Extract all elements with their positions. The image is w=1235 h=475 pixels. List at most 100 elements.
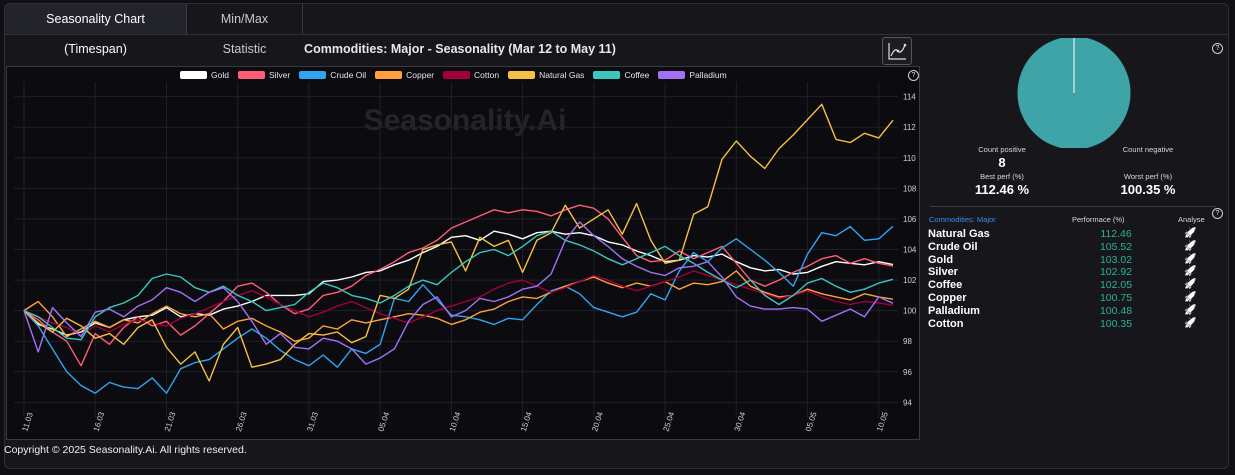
rocket-icon[interactable]: 🚀 — [1184, 266, 1197, 278]
legend-swatch — [658, 71, 686, 79]
y-tick-label: 108 — [903, 184, 917, 193]
y-tick-label: 98 — [903, 337, 912, 346]
table-help-icon[interactable]: ? — [1212, 208, 1223, 219]
footer-copyright: Copyright © 2025 Seasonality.Ai. All rig… — [4, 444, 247, 456]
x-tick-label: 15.04 — [519, 410, 534, 432]
legend-label: Coffee — [624, 70, 650, 80]
series-line-copper — [23, 270, 894, 342]
table-header-performance: Performace (%) — [1072, 215, 1125, 224]
row-performance-value: 102.05 — [1099, 279, 1133, 292]
legend-item[interactable]: Silver — [237, 70, 290, 80]
y-tick-label: 110 — [903, 154, 916, 163]
legend-label: Crude Oil — [330, 70, 367, 80]
pie-chart — [1014, 35, 1134, 151]
y-tick-label: 94 — [903, 398, 912, 407]
tab-divider — [5, 34, 1228, 35]
best-perf-label: Best perf (%) — [980, 172, 1024, 181]
x-tick-label: 05.04 — [376, 410, 391, 432]
table-header-group[interactable]: Commodities: Major — [929, 215, 996, 224]
legend-label: Cotton — [474, 70, 500, 80]
legend-item[interactable]: Copper — [375, 70, 434, 80]
table-header-analyse: Analyse — [1178, 215, 1205, 224]
x-tick-label: 31.03 — [305, 410, 320, 432]
y-tick-label: 100 — [903, 307, 917, 316]
table-row: Silver 102.92 🚀 — [928, 266, 1208, 279]
rocket-icon[interactable]: 🚀 — [1184, 240, 1197, 252]
legend-item[interactable]: Natural Gas — [508, 70, 584, 80]
tab-bar: Seasonality Chart (Timespan) Min/Max Sta… — [5, 4, 303, 56]
series-line-cotton — [23, 270, 894, 336]
legend-swatch — [593, 71, 621, 79]
y-tick-label: 102 — [903, 276, 917, 285]
stats-divider — [930, 206, 1216, 207]
legend-swatch — [375, 71, 403, 79]
x-tick-label: 10.04 — [448, 410, 463, 432]
y-tick-label: 106 — [903, 215, 917, 224]
row-performance-value: 100.48 — [1099, 304, 1133, 317]
legend-swatch — [180, 71, 207, 79]
row-commodity-name: Crude Oil — [928, 240, 978, 253]
count-negative-label: Count negative — [1122, 145, 1174, 154]
chart-help-icon[interactable]: ? — [908, 70, 919, 81]
worst-perf-value: 100.35 % — [1120, 182, 1176, 197]
table-row: Crude Oil 105.52 🚀 — [928, 241, 1208, 254]
legend-swatch — [237, 71, 265, 79]
legend-swatch — [508, 71, 536, 79]
y-tick-label: 112 — [903, 123, 916, 132]
row-performance-value: 112.46 — [1100, 228, 1132, 240]
row-commodity-name: Natural Gas — [928, 228, 990, 240]
table-row: Natural Gas 112.46 🚀 — [928, 228, 1208, 241]
series-line-silver — [23, 204, 894, 367]
row-performance-value: 105.52 — [1099, 240, 1133, 253]
row-commodity-name: Coffee — [928, 279, 963, 292]
rocket-icon[interactable]: 🚀 — [1184, 279, 1197, 291]
legend-label: Natural Gas — [539, 70, 585, 80]
legend-label: Gold — [211, 70, 229, 80]
legend-label: Copper — [406, 70, 435, 80]
x-tick-label: 05.05 — [804, 410, 819, 432]
table-row: Cotton 100.35 🚀 — [928, 318, 1208, 331]
x-tick-label: 20.04 — [590, 410, 605, 432]
row-commodity-name: Palladium — [928, 304, 980, 317]
y-tick-label: 114 — [903, 93, 916, 102]
y-tick-label: 104 — [903, 246, 917, 255]
worst-perf-label: Worst perf (%) — [1123, 172, 1173, 181]
row-commodity-name: Cotton — [928, 317, 964, 330]
x-tick-label: 30.04 — [733, 410, 748, 432]
row-performance-value: 102.92 — [1099, 266, 1133, 279]
watermark-text: Seasonality.Ai — [364, 104, 567, 137]
chart-title: Commodities: Major - Seasonality (Mar 12… — [304, 42, 616, 56]
x-tick-label: 10.05 — [875, 410, 890, 432]
row-performance-value: 103.02 — [1099, 253, 1133, 266]
table-row: Coffee 102.05 🚀 — [928, 279, 1208, 292]
legend-item[interactable]: Coffee — [593, 70, 649, 80]
x-tick-label: 11.03 — [20, 411, 35, 433]
legend-item[interactable]: Palladium — [658, 70, 727, 80]
x-tick-label: 21.03 — [163, 410, 178, 432]
legend-swatch — [443, 71, 471, 79]
y-tick-label: 96 — [903, 368, 912, 377]
legend-item[interactable]: Crude Oil — [299, 70, 366, 80]
tab-min-max-statistic[interactable]: Min/Max Statistic — [187, 4, 303, 56]
legend-item[interactable]: Gold — [180, 70, 229, 80]
series-line-gold — [23, 230, 894, 336]
rocket-icon[interactable]: 🚀 — [1184, 317, 1197, 329]
stats-help-icon[interactable]: ? — [1212, 43, 1223, 54]
rocket-icon[interactable]: 🚀 — [1184, 253, 1197, 265]
row-commodity-name: Copper — [928, 292, 967, 304]
legend-swatch — [299, 71, 327, 79]
chart-type-button[interactable] — [882, 37, 912, 65]
rocket-icon[interactable]: 🚀 — [1184, 228, 1197, 239]
rocket-icon[interactable]: 🚀 — [1184, 292, 1197, 303]
row-commodity-name: Gold — [928, 253, 954, 266]
best-perf-value: 112.46 % — [974, 182, 1030, 197]
tab-seasonality-chart[interactable]: Seasonality Chart (Timespan) — [5, 4, 187, 56]
legend-label: Palladium — [689, 70, 727, 80]
legend-item[interactable]: Cotton — [443, 70, 499, 80]
x-tick-label: 16.03 — [92, 410, 107, 432]
series-line-crude-oil — [23, 225, 894, 394]
chart-line-icon — [888, 43, 907, 60]
row-performance-value: 100.75 — [1099, 292, 1133, 304]
rocket-icon[interactable]: 🚀 — [1184, 304, 1197, 316]
